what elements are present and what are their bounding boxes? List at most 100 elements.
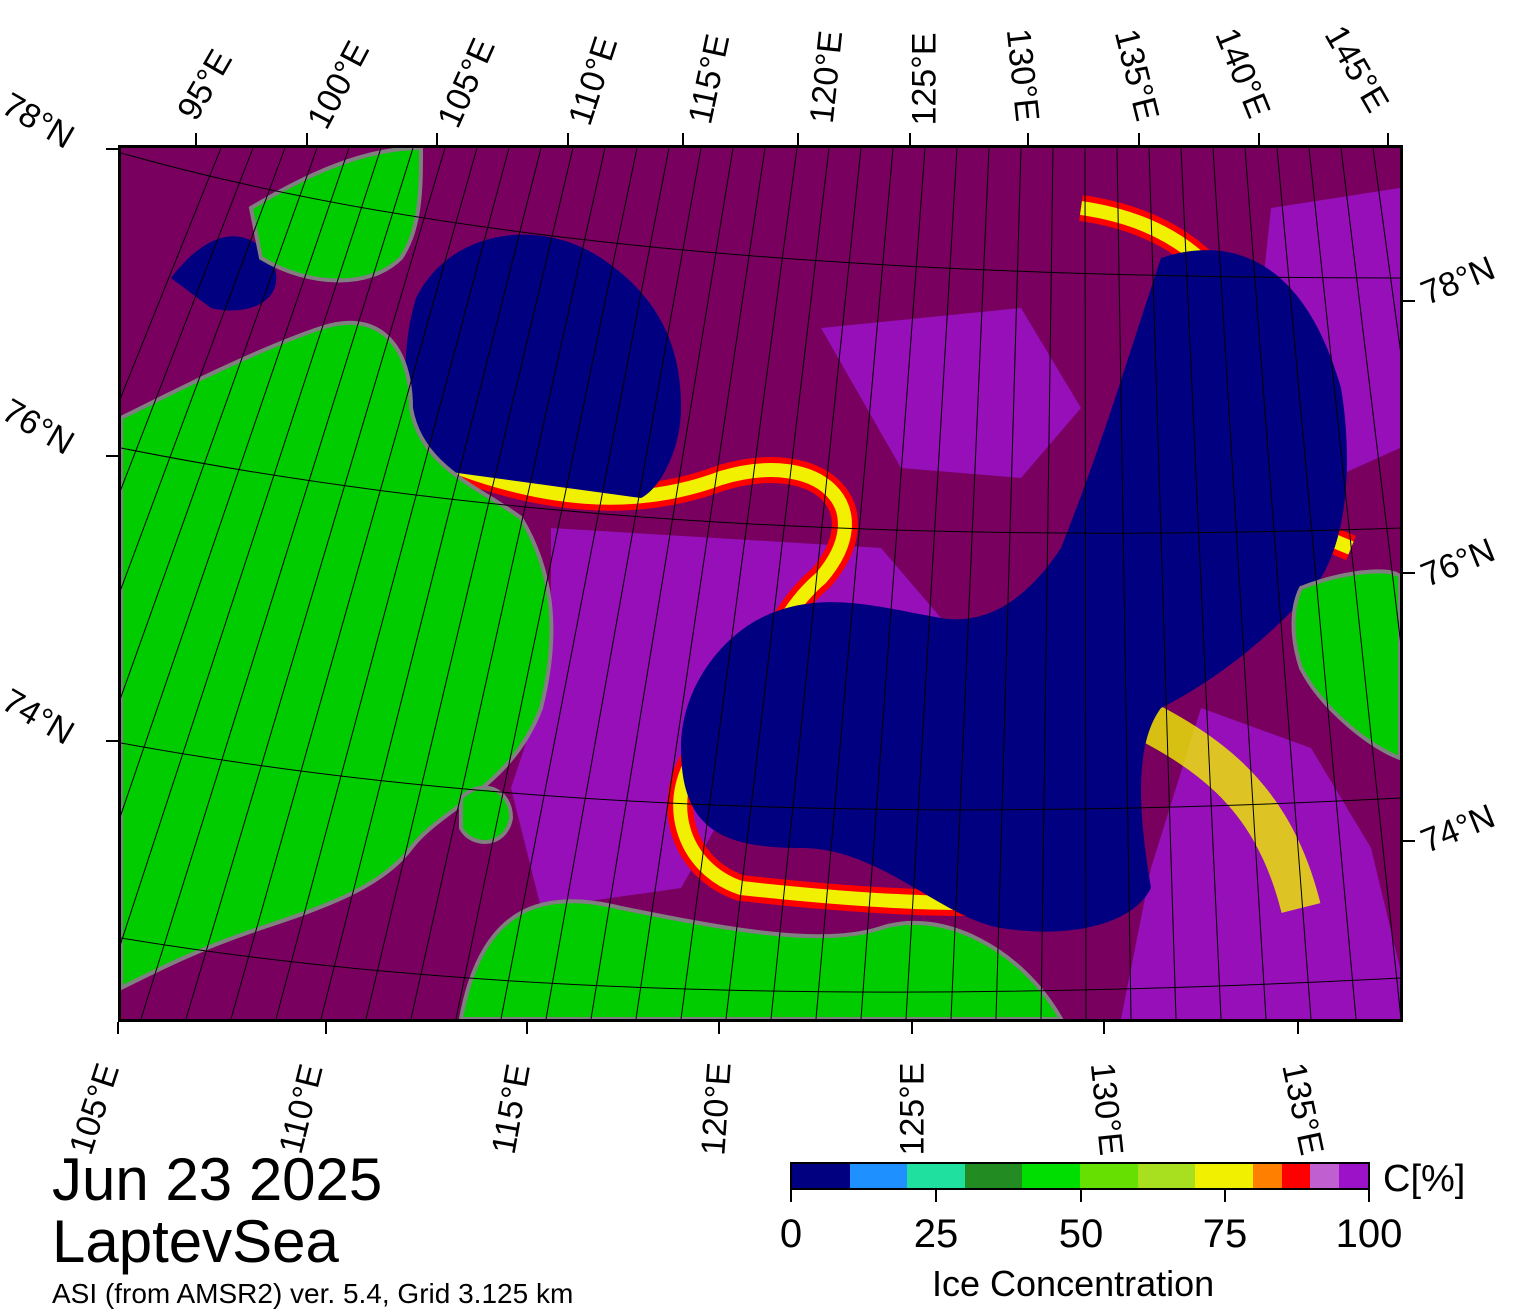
lon-label-top: 115°E: [681, 30, 738, 128]
graticule: [121, 148, 1400, 1019]
tick-mark: [106, 740, 118, 742]
tick-mark: [682, 133, 684, 145]
meridian: [815, 148, 894, 1019]
meridian: [770, 148, 862, 1019]
lat-label-right: 74°N: [1415, 797, 1501, 861]
colorbar-tick-label: 100: [1335, 1212, 1403, 1256]
lat-label-right: 76°N: [1415, 531, 1501, 595]
colorbar-tick-label: 0: [779, 1212, 803, 1256]
colorbar-segment: [1281, 1164, 1311, 1188]
source-label: ASI (from AMSR2) ver. 5.4, Grid 3.125 km: [52, 1278, 574, 1309]
colorbar-tick: [1224, 1190, 1226, 1202]
tick-mark: [567, 133, 569, 145]
meridian: [410, 148, 606, 1019]
meridian: [1040, 148, 1054, 1019]
tick-mark: [1387, 133, 1389, 145]
lon-label-top: 135°E: [1106, 25, 1167, 125]
lat-label-left: 78°N: [0, 85, 81, 157]
date-label: Jun 23 2025: [52, 1146, 383, 1213]
meridian: [121, 148, 318, 699]
lat-label-right: 78°N: [1415, 249, 1501, 313]
tick-mark: [106, 455, 118, 457]
lon-label-top: 100°E: [299, 35, 378, 135]
lon-label-bottom: 115°E: [484, 1061, 538, 1157]
colorbar-segment: [1339, 1164, 1368, 1188]
colorbar-tick: [1368, 1190, 1370, 1202]
meridian: [635, 148, 766, 1019]
tick-mark: [1403, 572, 1415, 574]
meridian: [725, 148, 830, 1019]
severnaya-zemlya: [248, 148, 424, 283]
colorbar-tick: [790, 1190, 792, 1202]
tick-mark: [909, 133, 911, 145]
meridian: [1084, 148, 1087, 1019]
lon-label-top: 95°E: [170, 43, 241, 127]
tick-mark: [106, 148, 118, 150]
colorbar-segment: [907, 1164, 965, 1188]
colorbar-tick: [1080, 1190, 1082, 1202]
lon-label-top: 110°E: [561, 32, 626, 130]
colorbar-tick-label: 75: [1202, 1212, 1248, 1256]
lat-label-left: 76°N: [0, 391, 81, 463]
meridian: [950, 148, 990, 1019]
lon-label-top: 120°E: [802, 28, 851, 126]
lon-label-bottom: 120°E: [694, 1061, 739, 1157]
meridian: [1372, 148, 1400, 352]
tick-mark: [1138, 133, 1140, 145]
lena-delta-coast: [458, 899, 1064, 1019]
land: [121, 148, 1400, 1019]
tick-mark: [526, 1022, 528, 1034]
meridian: [121, 148, 254, 491]
colorbar-title: Ice Concentration: [932, 1263, 1215, 1304]
meridian: [1276, 148, 1357, 1019]
parallel-76n: [121, 447, 1400, 534]
meridian: [230, 148, 478, 1019]
lon-label-bottom: 110°E: [271, 1060, 331, 1158]
colorbar-segment: [849, 1164, 908, 1188]
colorbar: [790, 1162, 1370, 1190]
lat-label-left: 74°N: [0, 681, 81, 753]
meridian: [590, 148, 734, 1019]
tick-mark: [436, 133, 438, 145]
meridian: [995, 148, 1022, 1019]
colorbar-segment: [964, 1164, 1023, 1188]
region-label: LaptevSea: [52, 1208, 339, 1275]
taymyr-peninsula: [121, 320, 554, 991]
tick-mark: [718, 1022, 720, 1034]
meridian: [905, 148, 958, 1019]
lon-label-top: 125°E: [905, 32, 944, 126]
sea-ice-map: [118, 145, 1403, 1022]
meridian: [1116, 148, 1132, 1019]
parallel-78n: [121, 152, 1400, 279]
colorbar-segment: [1310, 1164, 1340, 1188]
meridian: [1212, 148, 1267, 1019]
meridian: [680, 148, 798, 1019]
colorbar-segment: [1079, 1164, 1138, 1188]
meridian: [121, 148, 286, 591]
tick-mark: [1103, 1022, 1105, 1034]
colorbar-tick-label: 25: [913, 1212, 959, 1256]
colorbar-unit: C[%]: [1383, 1158, 1466, 1200]
tick-mark: [195, 133, 197, 145]
polynya-central: [681, 250, 1347, 932]
map-canvas: [121, 148, 1400, 1019]
meridian: [121, 148, 222, 399]
meridian: [860, 148, 926, 1019]
meridian: [185, 148, 446, 1019]
meridian: [1244, 148, 1312, 1019]
meridian: [121, 148, 382, 945]
lon-label-top: 130°E: [998, 26, 1047, 124]
lon-label-bottom: 125°E: [893, 1062, 932, 1156]
tick-mark: [1027, 133, 1029, 145]
tick-mark: [1258, 133, 1260, 145]
lon-label-top: 105°E: [430, 32, 503, 134]
colorbar-segment: [792, 1164, 850, 1188]
lon-label-bottom: 105°E: [62, 1058, 127, 1160]
tick-mark: [325, 1022, 327, 1034]
colorbar-tick: [935, 1190, 937, 1202]
colorbar-segment: [1137, 1164, 1196, 1188]
meridian: [1308, 148, 1400, 1015]
lon-label-top: 140°E: [1207, 22, 1278, 124]
meridian: [545, 148, 702, 1019]
tick-mark: [117, 1022, 119, 1034]
